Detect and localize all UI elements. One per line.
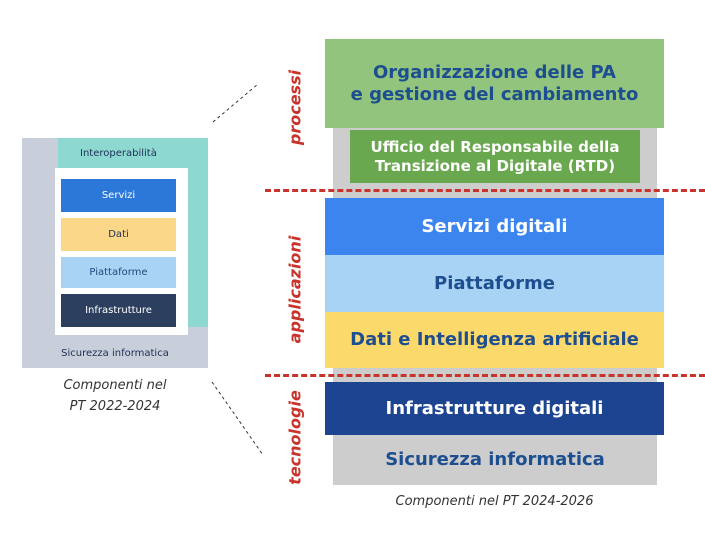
right-caption: Componenti nel PT 2024-2026 (395, 494, 594, 509)
left-layer-dati: Dati (61, 218, 176, 251)
left-interoperability-label: Interoperabilità (80, 148, 157, 159)
platforms-box: Piattaforme (325, 255, 664, 312)
org-line1: Organizzazione delle PA (373, 61, 616, 83)
divider-processes-applications (265, 189, 705, 192)
divider-applications-technologies (265, 374, 705, 377)
org-line2: e gestione del cambiamento (350, 83, 639, 105)
label-processi: processi (285, 69, 305, 146)
label-tecnologie: tecnologie (285, 390, 305, 485)
left-layer-servizi: Servizi (61, 179, 176, 212)
rtd-box: Ufficio del Responsabile della Transizio… (350, 130, 640, 183)
left-layer-piattaforme: Piattaforme (61, 257, 176, 288)
left-layer-infrastrutture: Infrastrutture (61, 294, 176, 327)
connector-line-bottom (211, 381, 264, 456)
rtd-line2: Transizione al Digitale (RTD) (374, 156, 616, 175)
label-applicazioni: applicazioni (285, 235, 305, 344)
data-ai-box: Dati e Intelligenza artificiale (325, 312, 664, 368)
rtd-line1: Ufficio del Responsabile della (370, 137, 620, 156)
left-caption-line2: PT 2022-2024 (69, 399, 161, 414)
left-caption-line1: Componenti nel (63, 378, 167, 393)
connector-line-top (212, 83, 259, 123)
org-box: Organizzazione delle PA e gestione del c… (325, 39, 664, 128)
services-box: Servizi digitali (325, 198, 664, 255)
security-box: Sicurezza informatica (333, 435, 657, 485)
left-security-label: Sicurezza informatica (61, 347, 169, 359)
infrastructure-box: Infrastrutture digitali (325, 382, 664, 435)
